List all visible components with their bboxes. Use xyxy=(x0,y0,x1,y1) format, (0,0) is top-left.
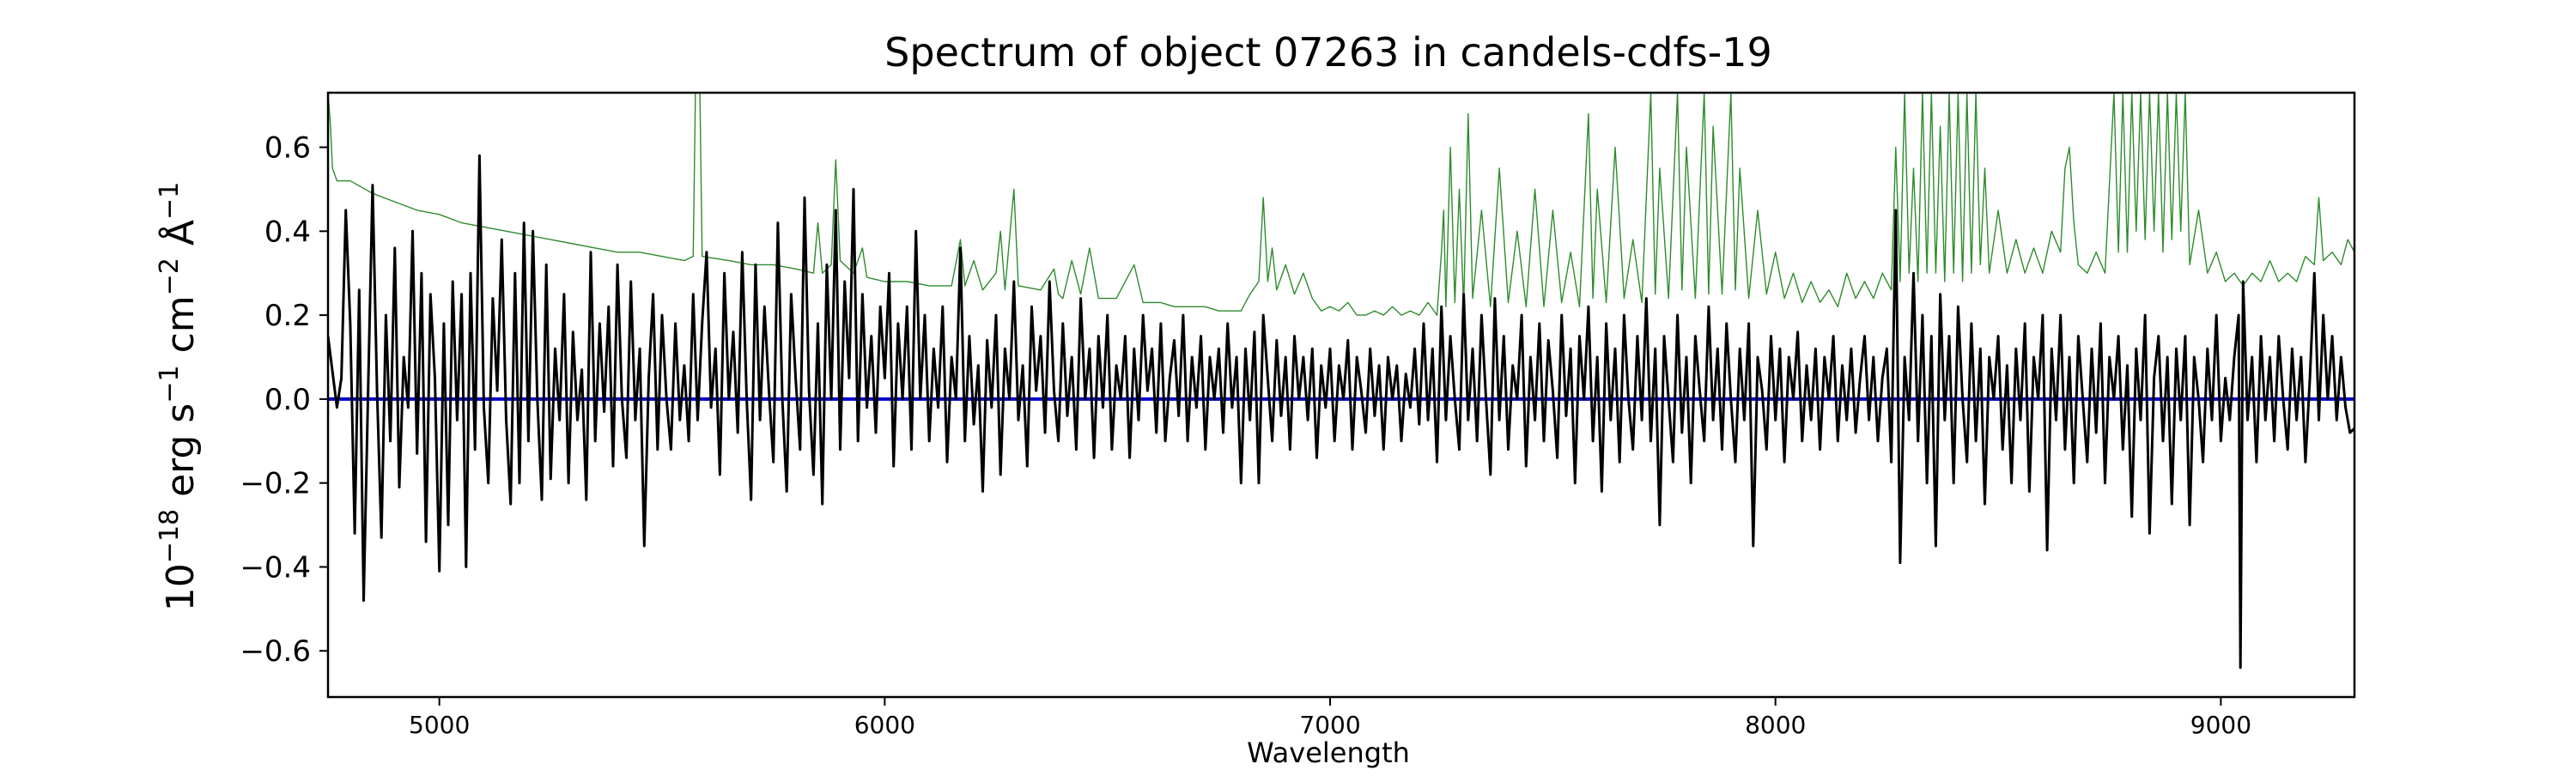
flux-spectrum-line xyxy=(328,154,2354,670)
y-tick-label: −0.6 xyxy=(240,634,311,669)
y-axis-label: 10−18 erg s−1 cm−2 Å−1 xyxy=(155,182,203,611)
error-spectrum-line xyxy=(328,93,2354,316)
y-tick-label: −0.4 xyxy=(240,550,311,585)
y-label-part: cm xyxy=(159,295,203,365)
axes: 5000 6000 7000 8000 9000 −0.6 −0.4 −0.2 0.0 0.2 0.… xyxy=(240,91,2356,739)
y-label-part: erg s xyxy=(159,403,203,509)
x-tick-label: 6000 xyxy=(854,711,915,739)
y-label-exponent: −1 xyxy=(155,365,185,403)
x-tick-label: 5000 xyxy=(409,711,470,739)
chart-title: Spectrum of object 07263 in candels-cdfs… xyxy=(884,29,1772,76)
x-tick-label: 8000 xyxy=(1745,711,1806,739)
y-tick-label: −0.2 xyxy=(240,467,311,501)
y-label-exponent: −18 xyxy=(155,509,185,563)
y-tick-label: 0.0 xyxy=(264,383,311,417)
x-tick-label: 7000 xyxy=(1299,711,1360,739)
x-tick-label: 9000 xyxy=(2190,711,2251,739)
plot-area xyxy=(328,93,2354,670)
y-tick-label: 0.2 xyxy=(264,299,311,333)
y-label-part: Å xyxy=(157,220,203,258)
y-label-exponent: −1 xyxy=(155,182,185,220)
y-tick-label: 0.6 xyxy=(264,131,311,166)
y-label-part: 10 xyxy=(159,563,203,611)
y-tick-label: 0.4 xyxy=(264,215,311,249)
y-label-exponent: −2 xyxy=(155,258,185,295)
plot-frame xyxy=(326,91,2356,699)
x-axis-label: Wavelength xyxy=(1247,737,1410,769)
